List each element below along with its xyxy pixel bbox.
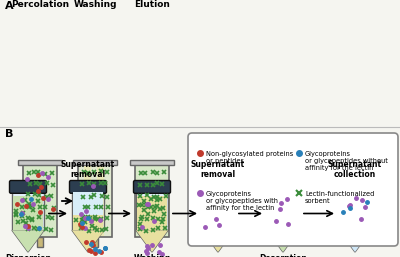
- Text: Washing: Washing: [73, 0, 117, 9]
- Polygon shape: [267, 230, 299, 252]
- Polygon shape: [202, 230, 234, 252]
- FancyBboxPatch shape: [149, 237, 155, 247]
- FancyBboxPatch shape: [203, 192, 233, 215]
- FancyBboxPatch shape: [18, 160, 62, 165]
- FancyBboxPatch shape: [268, 196, 298, 230]
- Polygon shape: [339, 230, 371, 252]
- FancyBboxPatch shape: [84, 166, 91, 236]
- Text: Supernatant
removal: Supernatant removal: [191, 160, 245, 179]
- FancyBboxPatch shape: [73, 192, 103, 215]
- Text: Desorption: Desorption: [259, 254, 307, 257]
- FancyBboxPatch shape: [336, 180, 374, 193]
- Text: Glycoproteins
or glycopeptides with
affinity for the lectin: Glycoproteins or glycopeptides with affi…: [206, 191, 278, 211]
- Polygon shape: [202, 230, 234, 252]
- Polygon shape: [12, 230, 44, 252]
- FancyBboxPatch shape: [134, 180, 170, 193]
- FancyBboxPatch shape: [203, 215, 233, 230]
- Text: Glycoproteins
or glycopeptides without
affinity for the lectin: Glycoproteins or glycopeptides without a…: [305, 151, 388, 171]
- FancyBboxPatch shape: [136, 192, 168, 230]
- FancyBboxPatch shape: [137, 196, 167, 230]
- FancyBboxPatch shape: [10, 180, 46, 193]
- Text: Supernatant
removal: Supernatant removal: [61, 160, 115, 179]
- FancyBboxPatch shape: [202, 192, 234, 230]
- FancyBboxPatch shape: [200, 180, 236, 193]
- Text: Supernatant
collection: Supernatant collection: [328, 160, 382, 179]
- FancyBboxPatch shape: [188, 133, 398, 246]
- FancyBboxPatch shape: [73, 215, 103, 230]
- FancyBboxPatch shape: [23, 165, 57, 237]
- Text: Dispersion
and
incubation: Dispersion and incubation: [5, 254, 51, 257]
- Polygon shape: [267, 230, 299, 252]
- FancyBboxPatch shape: [37, 237, 43, 247]
- Polygon shape: [136, 230, 168, 252]
- Polygon shape: [72, 230, 104, 252]
- Polygon shape: [136, 230, 168, 252]
- Text: Percolation: Percolation: [11, 0, 69, 9]
- Text: Washing: Washing: [134, 254, 170, 257]
- FancyBboxPatch shape: [72, 192, 104, 230]
- FancyBboxPatch shape: [92, 237, 98, 247]
- Text: Lectin-functionalized
sorbent: Lectin-functionalized sorbent: [305, 191, 374, 204]
- Polygon shape: [339, 230, 371, 252]
- Polygon shape: [72, 230, 104, 252]
- FancyBboxPatch shape: [13, 196, 43, 230]
- Polygon shape: [12, 230, 44, 252]
- Text: B: B: [5, 129, 13, 139]
- FancyBboxPatch shape: [267, 192, 299, 230]
- FancyBboxPatch shape: [70, 180, 106, 193]
- FancyBboxPatch shape: [73, 160, 117, 165]
- FancyBboxPatch shape: [340, 196, 370, 230]
- FancyBboxPatch shape: [78, 165, 112, 237]
- FancyBboxPatch shape: [12, 192, 44, 230]
- FancyBboxPatch shape: [135, 165, 169, 237]
- FancyBboxPatch shape: [97, 166, 104, 236]
- Text: Elution: Elution: [134, 0, 170, 9]
- FancyBboxPatch shape: [264, 180, 302, 193]
- Text: A: A: [5, 1, 14, 11]
- FancyBboxPatch shape: [339, 192, 371, 230]
- FancyBboxPatch shape: [130, 160, 174, 165]
- Text: Non-glycosylated proteins
or peptides: Non-glycosylated proteins or peptides: [206, 151, 293, 164]
